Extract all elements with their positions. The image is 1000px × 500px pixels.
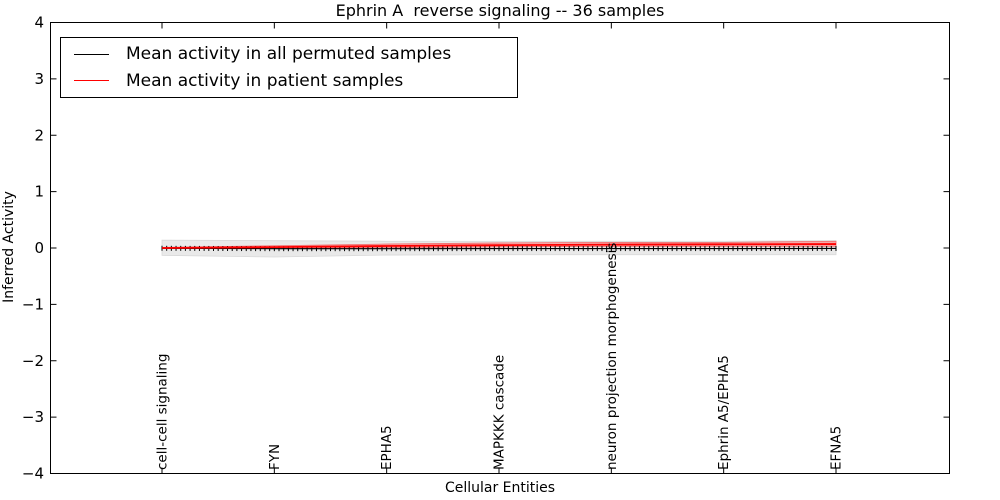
legend-label-patient: Mean activity in patient samples [126, 70, 404, 91]
y-tick-label: 0 [34, 239, 44, 257]
legend-item-patient: Mean activity in patient samples [61, 71, 517, 91]
x-tick-label: EFNA5 [829, 426, 845, 470]
legend-line-patient-icon [74, 80, 109, 82]
x-tick-label: FYN [267, 444, 283, 470]
legend-line-permuted-icon [74, 53, 109, 55]
y-tick-label: 2 [34, 126, 44, 144]
y-tick-label: −4 [22, 465, 44, 483]
chart-title: Ephrin A reverse signaling -- 36 samples [335, 1, 665, 20]
y-tick-labels: −4 −3 −2 −1 0 1 2 3 4 [22, 14, 44, 483]
y-tick-label: 4 [34, 14, 44, 32]
x-tick-label: Ephrin A5/EPHA5 [716, 355, 732, 470]
legend-item-permuted: Mean activity in all permuted samples [61, 44, 517, 64]
x-tick-label: cell-cell signaling [155, 354, 171, 470]
legend-label-permuted: Mean activity in all permuted samples [126, 44, 452, 65]
x-tick-label: EPHA5 [379, 425, 395, 470]
y-tick-label: 1 [34, 183, 44, 201]
y-tick-label: −2 [22, 352, 44, 370]
x-axis-label: Cellular Entities [444, 480, 556, 496]
legend: Mean activity in all permuted samples Me… [60, 37, 518, 98]
x-tick-labels: cell-cell signaling FYN EPHA5 MAPKKK cascad… [155, 243, 845, 470]
y-tick-label: −1 [22, 295, 44, 313]
y-tick-label: −3 [22, 408, 44, 426]
tick-marks [50, 22, 950, 474]
x-tick-label: neuron projection morphogenesis [604, 243, 620, 470]
x-tick-label: MAPKKK cascade [492, 355, 508, 470]
line-patient-mean [161, 243, 837, 249]
y-tick-label: 3 [34, 70, 44, 88]
